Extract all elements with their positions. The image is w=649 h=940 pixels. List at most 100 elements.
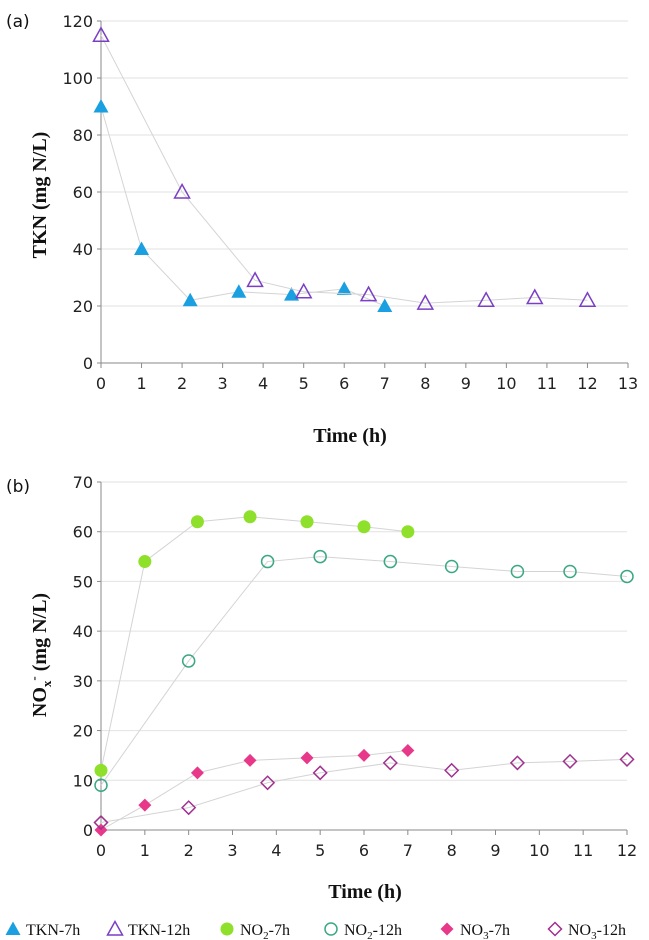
legend-item: NO3-12h xyxy=(547,921,626,940)
data-point xyxy=(383,554,398,569)
legend-item: TKN-7h xyxy=(5,921,80,939)
data-point xyxy=(377,298,393,312)
y-tick-label: 100 xyxy=(62,69,93,88)
panel-b-chart: (b) Time (h) NOx- (mg N/L) 0102030405060… xyxy=(6,473,637,903)
y-tick-label: 60 xyxy=(73,523,93,542)
y-tick-label: 40 xyxy=(73,622,93,641)
y-tick-label: 10 xyxy=(73,771,93,790)
x-tick-label: 11 xyxy=(573,841,593,860)
data-point xyxy=(94,763,108,777)
legend-item: TKN-12h xyxy=(106,919,190,939)
x-tick-label: 9 xyxy=(461,374,471,393)
legend-label: NO2-12h xyxy=(344,922,402,940)
y-tick-label: 120 xyxy=(62,12,93,31)
legend-label: NO3-7h xyxy=(460,922,510,940)
y-tick-label: 20 xyxy=(73,297,93,316)
y-tick-label: 60 xyxy=(73,183,93,202)
series-NO2--12h xyxy=(94,549,634,793)
data-point xyxy=(92,26,110,42)
panel-a-label: (a) xyxy=(6,12,30,32)
data-point xyxy=(300,515,314,529)
legend-item: NO2-12h xyxy=(324,922,402,940)
data-point xyxy=(190,515,204,529)
x-tick-label: 1 xyxy=(140,841,150,860)
panel-b-series xyxy=(93,510,635,837)
x-tick-label: 12 xyxy=(577,374,597,393)
series-line xyxy=(100,106,385,307)
x-tick-label: 8 xyxy=(447,841,457,860)
legend-label: TKN-12h xyxy=(128,922,190,939)
legend-marker xyxy=(5,921,21,935)
legend-label: NO3-12h xyxy=(568,922,626,940)
series-TKN-12h xyxy=(92,26,597,310)
x-tick-label: 2 xyxy=(177,374,187,393)
data-point xyxy=(525,288,544,305)
x-tick-label: 11 xyxy=(537,374,557,393)
x-tick-label: 0 xyxy=(96,841,106,860)
legend-item: NO3-7h xyxy=(440,922,510,940)
data-point xyxy=(444,559,459,574)
y-tick-label: 0 xyxy=(83,821,93,840)
legend-label: TKN-7h xyxy=(26,922,80,939)
data-point xyxy=(444,762,460,778)
x-tick-label: 7 xyxy=(380,374,390,393)
x-tick-label: 4 xyxy=(271,841,281,860)
data-point xyxy=(401,743,415,757)
data-point xyxy=(357,748,371,762)
panel-a-y-axis-title: TKN (mg N/L) xyxy=(29,132,51,259)
data-point xyxy=(357,520,371,534)
data-point xyxy=(509,755,525,771)
series-TKN-7h xyxy=(93,99,393,312)
data-point xyxy=(359,285,378,302)
legend-item: NO2-7h xyxy=(220,922,290,940)
data-point xyxy=(313,549,327,564)
data-point xyxy=(401,525,415,539)
data-point xyxy=(94,778,108,793)
data-point xyxy=(619,751,635,767)
x-tick-label: 2 xyxy=(184,841,194,860)
data-point xyxy=(93,99,109,113)
legend-marker xyxy=(220,922,234,936)
data-point xyxy=(138,555,152,569)
x-tick-label: 3 xyxy=(227,841,237,860)
data-point xyxy=(260,775,276,791)
panel-b-x-axis-title: Time (h) xyxy=(328,881,402,903)
x-tick-label: 13 xyxy=(618,374,638,393)
x-tick-label: 10 xyxy=(529,841,549,860)
x-tick-label: 12 xyxy=(617,841,637,860)
data-point xyxy=(284,287,300,301)
data-point xyxy=(190,766,204,780)
legend-label: NO2-7h xyxy=(240,922,290,940)
x-tick-label: 4 xyxy=(258,374,268,393)
data-point xyxy=(562,753,578,769)
panel-a-chart: (a) Time (h) TKN (mg N/L) 02040608010012… xyxy=(6,12,638,447)
x-tick-label: 9 xyxy=(490,841,500,860)
series-NO2--7h xyxy=(94,510,415,777)
x-tick-label: 0 xyxy=(96,374,106,393)
data-point xyxy=(173,182,191,199)
data-point xyxy=(93,814,109,831)
data-point xyxy=(620,569,634,584)
legend-marker xyxy=(440,922,454,936)
panel-b-axes xyxy=(97,481,628,835)
x-tick-label: 6 xyxy=(339,374,349,393)
panel-a-gridlines xyxy=(101,20,628,307)
y-tick-label: 0 xyxy=(83,354,93,373)
data-point xyxy=(578,291,597,308)
panel-a-series xyxy=(92,26,597,312)
x-tick-label: 10 xyxy=(496,374,516,393)
x-tick-label: 1 xyxy=(136,374,146,393)
x-tick-label: 5 xyxy=(315,841,325,860)
data-point xyxy=(134,241,150,255)
series-line xyxy=(100,758,628,824)
y-tick-label: 40 xyxy=(73,240,93,259)
data-point xyxy=(294,282,313,299)
x-tick-label: 7 xyxy=(403,841,413,860)
data-point xyxy=(181,800,197,816)
data-point xyxy=(243,510,257,524)
data-point xyxy=(382,755,398,771)
legend: TKN-7h TKN-12h NO2-7h NO2-12h NO3-7h NO3-12h xyxy=(5,919,626,940)
data-point xyxy=(246,271,264,288)
